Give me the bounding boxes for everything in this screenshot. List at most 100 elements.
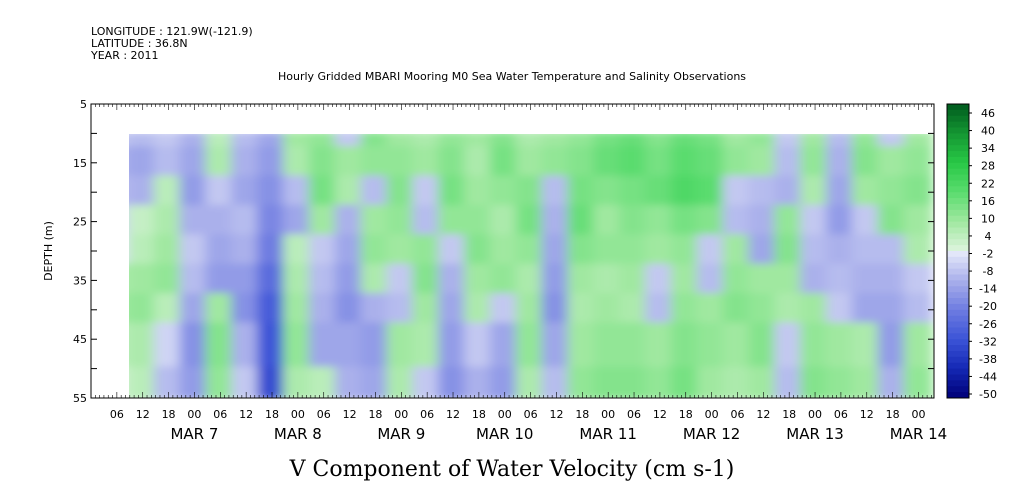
x-hour-label: 06: [834, 408, 848, 421]
colorbar-segment: [947, 109, 969, 117]
heatmap-cell: [257, 146, 287, 180]
heatmap-cell: [593, 322, 624, 371]
heatmap-cell: [153, 204, 184, 239]
heatmap-cell: [205, 293, 236, 327]
colorbar-segment: [947, 203, 969, 211]
heatmap-cell: [567, 175, 598, 209]
heatmap-cell: [205, 234, 236, 268]
colorbar-segment: [947, 104, 969, 111]
x-hour-label: 12: [343, 408, 357, 421]
heatmap-cell: [179, 322, 210, 371]
heatmap-cell: [851, 263, 882, 298]
heatmap-cell: [360, 175, 391, 209]
heatmap-cell: [722, 146, 753, 180]
heatmap-field: [129, 134, 934, 398]
heatmap-cell: [205, 175, 236, 209]
heatmap-cell: [129, 263, 158, 298]
heatmap-cell: [231, 293, 262, 327]
heatmap-cell: [774, 322, 805, 371]
heatmap-cell: [205, 204, 236, 239]
heatmap-cell: [179, 146, 210, 180]
heatmap-cell: [308, 204, 339, 239]
heatmap-cell: [360, 146, 391, 180]
heatmap-cell: [826, 293, 856, 327]
heatmap-cell: [438, 263, 468, 298]
colorbar-label: 46: [981, 107, 995, 120]
heatmap-cell: [696, 322, 727, 371]
heatmap-cell: [412, 134, 443, 151]
heatmap-cell: [412, 234, 443, 268]
colorbar-segment: [947, 133, 969, 140]
heatmap-cell: [593, 175, 624, 209]
x-day-label: MAR 8: [274, 425, 322, 443]
heatmap-cell: [851, 322, 882, 371]
heatmap-cell: [464, 263, 494, 298]
heatmap-cell: [645, 293, 675, 327]
heatmap-cell: [774, 146, 805, 180]
heatmap-cell: [826, 146, 856, 180]
heatmap-cell: [231, 322, 262, 371]
heatmap-cell: [282, 204, 313, 239]
colorbar-segment: [947, 239, 969, 246]
heatmap-cell: [696, 146, 727, 180]
heatmap-cell: [257, 263, 287, 298]
heatmap-cell: [541, 204, 572, 239]
heatmap-cell: [541, 293, 572, 327]
colorbar-segment: [947, 121, 969, 129]
heatmap-cell: [515, 175, 546, 209]
heatmap-cell: [515, 146, 546, 180]
heatmap-cell: [722, 322, 753, 371]
heatmap-cell: [515, 322, 546, 371]
heatmap-cell: [696, 293, 727, 327]
heatmap-cell: [282, 234, 313, 268]
heatmap-cell: [851, 146, 882, 180]
heatmap-cell: [774, 234, 805, 268]
heatmap-cell: [129, 322, 132, 371]
heatmap-cell: [670, 234, 701, 268]
heatmap-cell: [153, 293, 184, 327]
colorbar-segment: [947, 209, 969, 217]
x-hour-label: 18: [472, 408, 486, 421]
heatmap-cell: [464, 175, 494, 209]
heatmap-cell: [593, 134, 624, 151]
heatmap-cell: [826, 234, 856, 268]
colorbar-segment: [947, 233, 969, 240]
heatmap-cell: [438, 234, 468, 268]
colorbar-label: 34: [981, 142, 995, 155]
heatmap-cell: [800, 146, 830, 180]
heatmap-cell: [903, 134, 934, 151]
heatmap-cell: [722, 234, 753, 268]
x-hour-label: 12: [756, 408, 770, 421]
heatmap-cell: [231, 263, 262, 298]
heatmap-cell: [748, 175, 779, 209]
heatmap-cell: [851, 204, 882, 239]
colorbar-segment: [947, 292, 969, 299]
x-hour-label: 18: [679, 408, 693, 421]
heatmap-cell: [334, 175, 365, 209]
colorbar-segment: [947, 280, 969, 287]
heatmap-cell: [670, 204, 701, 239]
heatmap-cell: [153, 263, 184, 298]
colorbar-segment: [947, 315, 969, 323]
heatmap-cells: [129, 134, 934, 398]
colorbar-segment: [947, 262, 969, 270]
y-tick-label: 15: [73, 157, 87, 170]
heatmap-cell: [360, 322, 391, 371]
colorbar-segment: [947, 274, 969, 281]
heatmap-cell: [851, 134, 882, 151]
heatmap-cell: [515, 234, 546, 268]
colorbar-segment: [947, 350, 969, 358]
colorbar-segment: [947, 186, 969, 193]
x-day-label: MAR 9: [377, 425, 425, 443]
heatmap-cell: [464, 146, 494, 180]
x-hour-label: 00: [705, 408, 719, 421]
colorbar-segment: [947, 180, 969, 187]
x-hour-label: 00: [187, 408, 201, 421]
heatmap-cell: [129, 146, 132, 180]
heatmap-cell: [826, 134, 856, 151]
heatmap-cell: [308, 263, 339, 298]
colorbar-segment: [947, 374, 969, 381]
heatmap-cell: [567, 146, 598, 180]
heatmap-cell: [412, 175, 443, 209]
heatmap-cell: [153, 175, 184, 209]
